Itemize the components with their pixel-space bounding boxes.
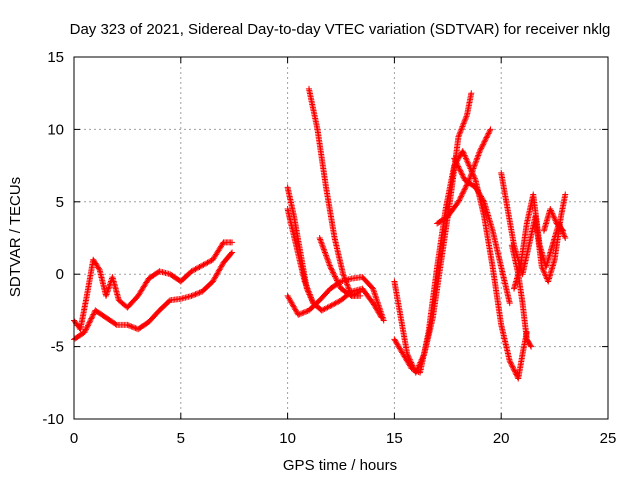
series-markers <box>316 235 364 299</box>
series-arc-7 <box>316 235 364 299</box>
data-series <box>71 85 569 382</box>
plot-frame <box>73 56 609 420</box>
x-tick-label: 0 <box>70 430 78 447</box>
series-arc-14 <box>540 206 567 234</box>
series-markers <box>451 155 513 307</box>
series-arc-13 <box>511 191 569 292</box>
x-tick-label: 15 <box>386 430 403 447</box>
series-arc-15 <box>508 242 535 350</box>
y-axis-label: SDTVAR / TECUs <box>7 177 24 297</box>
y-tick-label: 0 <box>56 266 64 283</box>
series-arc-8 <box>391 90 475 376</box>
series-markers <box>434 126 494 227</box>
series-markers <box>511 191 569 292</box>
series-arc-4 <box>305 85 364 299</box>
series-arc-5 <box>284 274 387 324</box>
y-tick-label: 15 <box>47 49 64 66</box>
series-arc-6 <box>284 206 325 314</box>
series-arc-11 <box>451 155 513 307</box>
series-markers <box>305 85 364 299</box>
series-markers <box>284 206 325 314</box>
x-tick-label: 20 <box>493 430 510 447</box>
y-tick-label: -10 <box>42 411 64 428</box>
x-axis-label: GPS time / hours <box>283 457 397 474</box>
series-markers <box>508 242 535 350</box>
y-tick-label: 10 <box>47 121 64 138</box>
x-tick-label: 25 <box>600 430 617 447</box>
axes: 0 5 10 15 20 25 -10 -5 0 5 10 15 <box>42 49 616 447</box>
x-tick-label: 10 <box>279 430 296 447</box>
series-markers <box>540 206 567 234</box>
chart-title: Day 323 of 2021, Sidereal Day-to-day VTE… <box>70 21 611 38</box>
x-tick-label: 5 <box>177 430 185 447</box>
y-tick-label: 5 <box>56 194 64 211</box>
series-arc-10 <box>434 126 494 227</box>
y-tick-label: -5 <box>51 339 64 356</box>
series-markers <box>391 90 475 376</box>
series-markers <box>284 274 387 324</box>
